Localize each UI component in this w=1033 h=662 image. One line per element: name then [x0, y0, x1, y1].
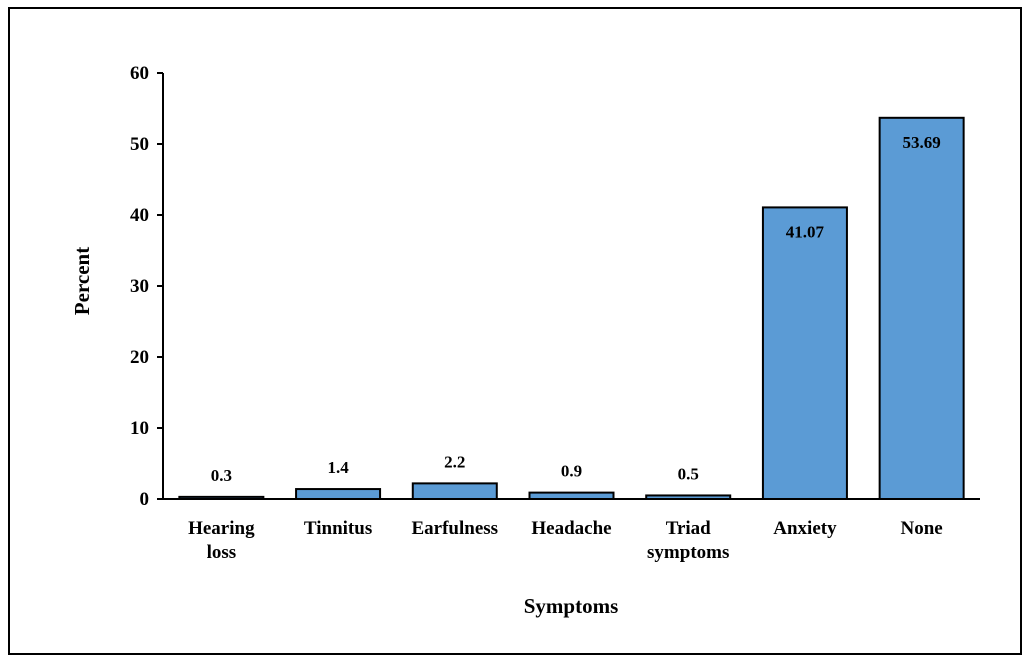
bar — [645, 494, 732, 501]
y-tick-label: 0 — [140, 489, 150, 510]
axes — [157, 72, 980, 500]
data-label: 2.2 — [444, 452, 465, 471]
bars — [178, 116, 965, 501]
x-tick-label: Earfulness — [411, 518, 498, 539]
bar — [295, 488, 382, 500]
x-tick-label: Anxiety — [773, 518, 837, 539]
y-tick-label: 10 — [130, 418, 149, 439]
y-tick-label: 40 — [130, 205, 149, 226]
x-tick-label: Triad — [666, 518, 711, 539]
y-tick-label: 60 — [130, 63, 149, 84]
x-tick-label: None — [901, 518, 943, 539]
data-label: 0.5 — [678, 464, 699, 483]
bar — [528, 491, 615, 500]
bar — [178, 495, 265, 500]
data-label: 53.69 — [903, 133, 941, 152]
labels: 0 10 20 30 40 50 60 0.3 Hearing loss 1.4 Tinnitus 2.… — [130, 63, 943, 563]
data-label: 0.9 — [561, 462, 582, 481]
data-label: 1.4 — [327, 458, 349, 477]
x-tick-label: loss — [207, 542, 237, 563]
x-tick-label: symptoms — [647, 542, 729, 563]
x-tick-label: Tinnitus — [304, 518, 372, 539]
y-tick-label: 30 — [130, 276, 149, 297]
bar — [761, 206, 848, 500]
x-tick-label: Hearing — [188, 518, 255, 539]
x-axis-title: Symptoms — [524, 594, 619, 618]
y-axis-title: Percent — [70, 247, 94, 315]
data-label: 41.07 — [786, 222, 825, 241]
chart-frame — [8, 7, 1022, 655]
data-label: 0.3 — [211, 466, 232, 485]
bar — [878, 116, 965, 501]
x-tick-label: Headache — [531, 518, 611, 539]
bar — [411, 482, 498, 501]
y-tick-label: 50 — [130, 134, 149, 155]
y-tick-label: 20 — [130, 347, 149, 368]
